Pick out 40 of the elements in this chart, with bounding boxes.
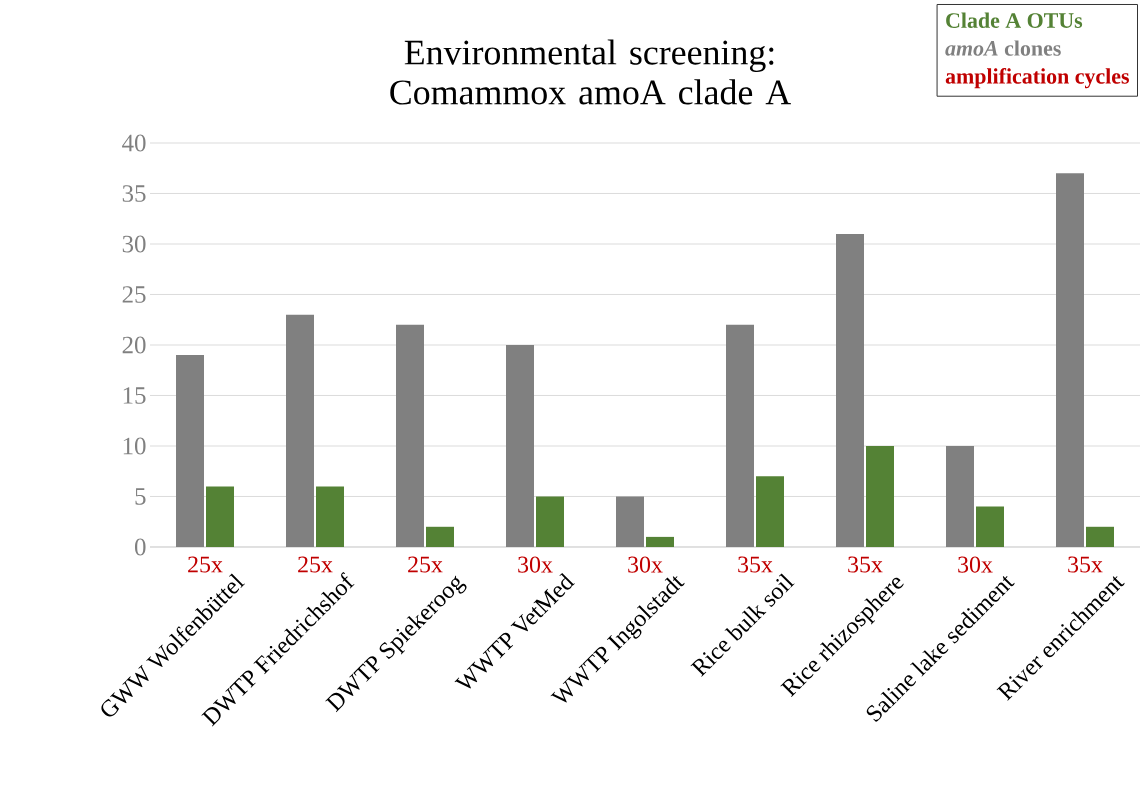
y-tick-label: 25 — [122, 286, 146, 303]
text: 35x — [1068, 556, 1103, 573]
bar — [396, 324, 425, 547]
text: 25x — [188, 556, 223, 573]
bar — [176, 355, 205, 547]
y-tick-label: 40 — [122, 134, 146, 152]
bar — [866, 445, 894, 547]
bar — [316, 486, 345, 547]
bar — [756, 476, 784, 547]
text: 35x — [738, 556, 773, 573]
bar — [616, 496, 644, 547]
text: amplification cycles — [945, 68, 1129, 89]
text: Clade A OTUs — [946, 12, 1083, 28]
text: 30x — [958, 556, 993, 573]
text: 25x — [408, 556, 443, 573]
y-tick-label: 20 — [122, 336, 146, 354]
text: 30x — [628, 556, 663, 573]
y-tick-label: 15 — [123, 387, 146, 404]
bar — [426, 526, 455, 547]
text: 25x — [298, 556, 333, 573]
bar — [726, 324, 754, 547]
text: amoA clones — [945, 40, 1061, 56]
bar — [836, 233, 864, 547]
bar — [286, 314, 315, 547]
text: 35x — [848, 556, 883, 573]
y-tick-label: 35 — [122, 185, 146, 202]
bar — [976, 506, 1004, 547]
bar — [206, 486, 235, 547]
y-tick-label: 5 — [135, 488, 146, 505]
y-tick-label: 30 — [122, 235, 146, 253]
bar — [536, 496, 565, 547]
bar — [946, 445, 974, 547]
bar — [646, 536, 674, 547]
chart-title: Environmental screening: Comammox amoA clade A — [390, 39, 791, 105]
bar — [506, 344, 535, 547]
y-tick-label: 10 — [123, 437, 146, 455]
bar — [1056, 173, 1084, 547]
bar — [1086, 526, 1114, 547]
y-tick-label: 0 — [134, 538, 146, 556]
text: 30x — [518, 556, 553, 573]
